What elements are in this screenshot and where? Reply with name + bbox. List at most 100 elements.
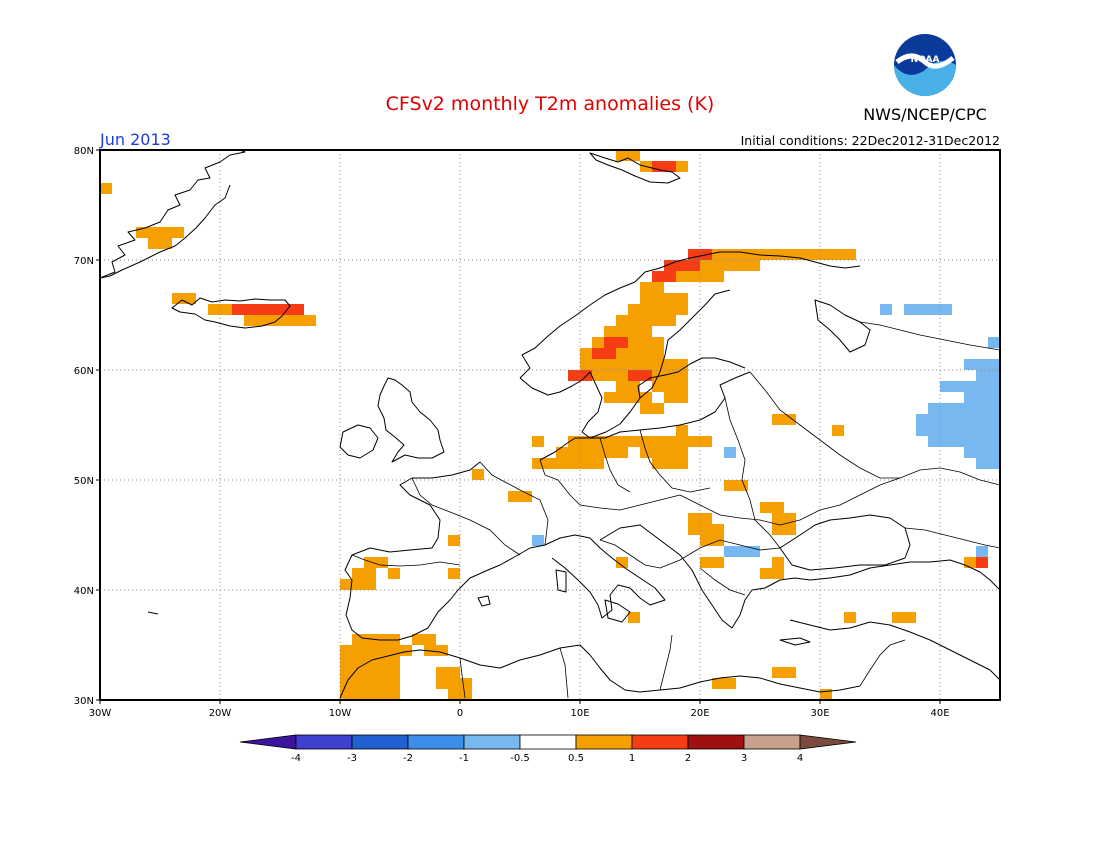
anomaly-cell (628, 612, 640, 623)
anomaly-cell (880, 304, 892, 315)
anomaly-cell (448, 535, 460, 546)
anomaly-cell (964, 447, 1000, 458)
longitude-tick-labels: 30W 20W 10W 0 10E 20E 30E 40E (89, 700, 950, 719)
anomaly-cell (988, 337, 1000, 348)
country-borders (351, 321, 1001, 699)
coastlines (99, 149, 1001, 699)
anomaly-cell (928, 403, 1000, 414)
lat-tick-label: 30N (74, 696, 94, 707)
colorbar-label: -3 (347, 753, 357, 764)
colorbar: -4 -3 -2 -1 -0.5 0.5 1 2 3 4 (239, 734, 857, 764)
lon-tick-label: 30W (89, 708, 112, 719)
anomaly-cell (760, 502, 784, 513)
anomaly-cell (556, 447, 628, 458)
anomaly-cell (724, 447, 736, 458)
latitude-tick-labels: 30N 40N 50N 60N 70N 80N (74, 146, 100, 707)
anomaly-cell (736, 260, 760, 271)
anomaly-cell (772, 667, 796, 678)
anomaly-cell (652, 161, 676, 172)
chart-title: CFSv2 monthly T2m anomalies (K) (386, 93, 715, 115)
anomaly-cell (628, 326, 652, 348)
anomaly-cell (340, 689, 400, 700)
lat-tick-label: 70N (74, 256, 94, 267)
anomaly-cell (412, 634, 436, 645)
anomaly-cell (340, 667, 400, 678)
map-frame (99, 149, 1001, 701)
anomaly-cell (640, 447, 688, 458)
period-label: Jun 2013 (99, 130, 171, 149)
anomaly-cell (964, 392, 1000, 403)
anomaly-cell (616, 150, 640, 161)
colorbar-label: 0.5 (568, 753, 584, 764)
anomaly-cell (472, 469, 484, 480)
anomaly-cell (964, 557, 976, 568)
colorbar-label: 4 (797, 753, 803, 764)
colorbar-segment (631, 734, 689, 750)
anomaly-cell (232, 304, 304, 315)
noaa-logo: NOAA (894, 34, 956, 96)
anomaly-cell (628, 304, 688, 315)
anomaly-cell (700, 557, 724, 568)
anomaly-cell (724, 546, 760, 557)
colorbar-label: 2 (685, 753, 691, 764)
map-panel (99, 149, 1001, 701)
anomaly-cell (628, 370, 652, 381)
anomaly-cell (976, 557, 988, 568)
colorbar-segment (407, 734, 465, 750)
colorbar-segment (743, 734, 801, 750)
lon-tick-label: 0 (457, 708, 463, 719)
colorbar-label: 1 (629, 753, 635, 764)
anomaly-cell (640, 293, 688, 304)
anomaly-cell (700, 535, 724, 546)
lon-tick-label: 40E (930, 708, 949, 719)
anomaly-cell (616, 557, 628, 568)
anomaly-cell (568, 436, 712, 447)
anomaly-cell (664, 392, 688, 403)
anomaly-cell (640, 282, 664, 293)
lat-tick-label: 50N (74, 476, 94, 487)
initial-conditions-label: Initial conditions: 22Dec2012-31Dec2012 (741, 133, 1000, 148)
anomaly-cell (532, 535, 544, 546)
lon-tick-label: 20W (209, 708, 232, 719)
anomaly-cell (976, 370, 1000, 381)
anomaly-cell (976, 546, 988, 557)
colorbar-segment (575, 734, 633, 750)
anomaly-cell (340, 579, 376, 590)
anomaly-cell (172, 293, 196, 304)
anomaly-cell (772, 414, 796, 425)
anomaly-cell (652, 271, 724, 282)
anomaly-cell (616, 381, 640, 392)
colorbar-segment (519, 734, 577, 750)
colorbar-segment (239, 734, 297, 750)
anomaly-cell (676, 425, 688, 436)
anomaly-cell (364, 557, 388, 568)
lon-tick-label: 30E (810, 708, 829, 719)
anomaly-cell (964, 359, 1000, 370)
colorbar-segment (351, 734, 409, 750)
anomaly-cell (652, 458, 688, 469)
lat-tick-label: 40N (74, 586, 94, 597)
lon-tick-label: 20E (690, 708, 709, 719)
anomaly-cell (652, 381, 688, 392)
colorbar-label: 3 (741, 753, 747, 764)
anomaly-cell (580, 348, 664, 359)
lat-tick-label: 80N (74, 146, 94, 157)
anomaly-cell (724, 480, 748, 491)
anomaly-cell (904, 304, 928, 315)
anomaly-cell (568, 370, 592, 381)
anomaly-cell (340, 678, 400, 689)
anomaly-cell (352, 568, 376, 579)
anomaly-cell (832, 425, 844, 436)
anomaly-cell (280, 315, 304, 326)
lat-tick-label: 60N (74, 366, 94, 377)
anomaly-cell (640, 403, 664, 414)
lon-tick-label: 10W (329, 708, 352, 719)
map-background (100, 150, 1000, 700)
anomaly-cell (604, 337, 628, 348)
lon-tick-label: 10E (570, 708, 589, 719)
anomaly-cell (616, 392, 652, 403)
anomaly-cell (892, 612, 916, 623)
anomaly-cell (508, 491, 532, 502)
colorbar-label: -0.5 (510, 753, 530, 764)
